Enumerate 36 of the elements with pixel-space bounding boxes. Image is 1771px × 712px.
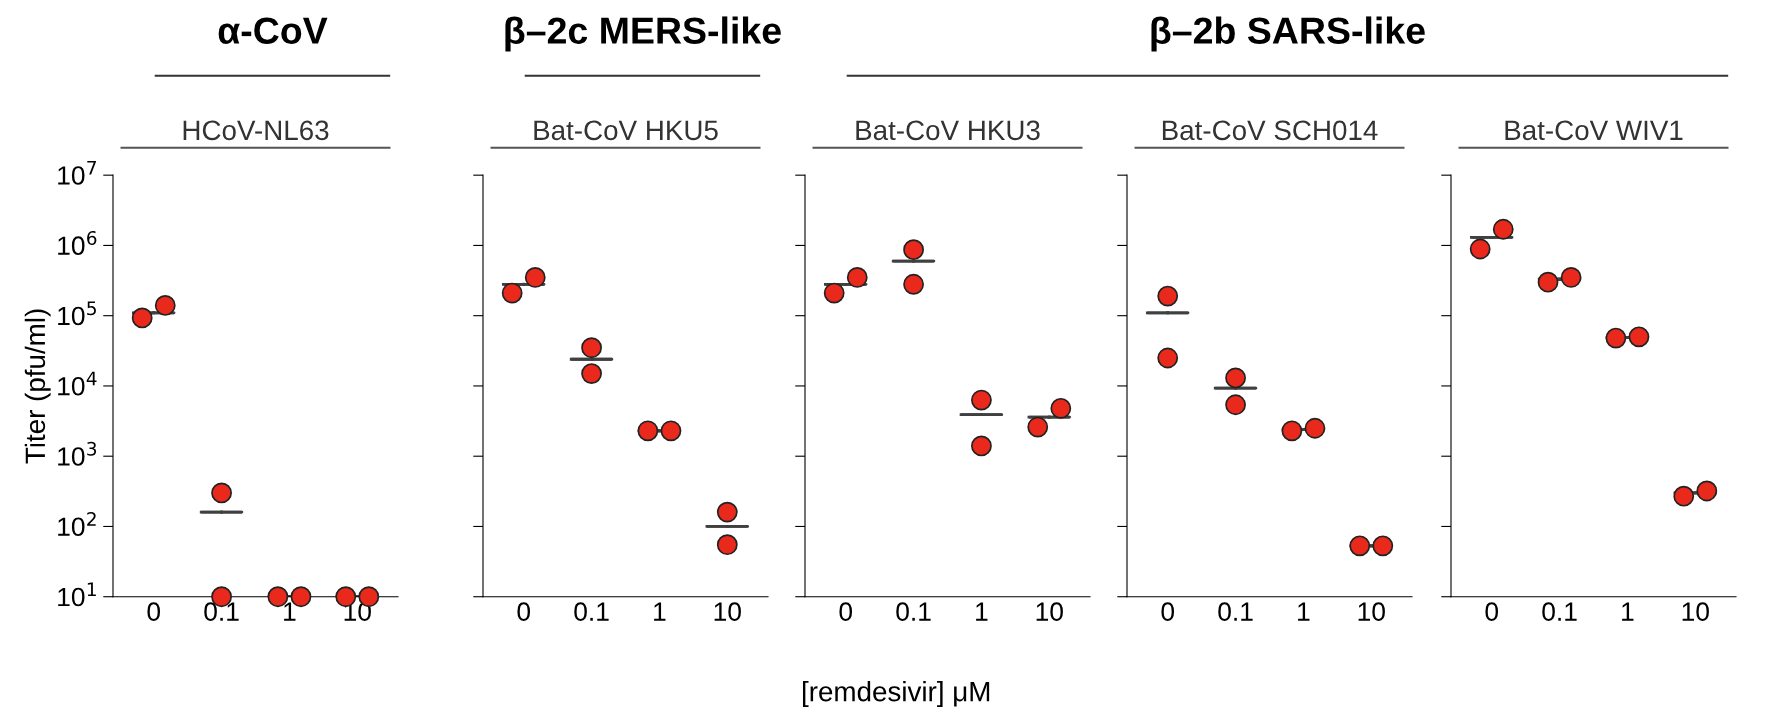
- text: β–2b SARS-like: [1151, 16, 1425, 52]
- x-tick-label: 0.1: [896, 602, 931, 621]
- x-tick-label: 0: [839, 602, 853, 621]
- x-tick-label: 0: [1485, 602, 1499, 621]
- x-tick-label: 10: [1036, 602, 1063, 621]
- y-tick-label: 10$^{2}$: [58, 512, 96, 537]
- x-tick-label: 0.1: [574, 602, 609, 621]
- x-axis-title: [remdesivir] μM: [802, 681, 990, 707]
- y-axis-title: Titer (pfu/ml): [24, 309, 51, 464]
- x-tick-label: 1: [976, 602, 988, 621]
- y-tick-label: 10$^{7}$: [58, 160, 96, 185]
- x-tick-label: 10: [1682, 602, 1709, 621]
- x-tick-label: 10: [1358, 602, 1385, 621]
- chart-title: Bat-CoV HKU3: [856, 120, 1040, 141]
- x-tick-label: 0: [517, 602, 531, 621]
- y-tick-label: 10$^{1}$: [58, 582, 96, 607]
- x-tick-label: 1: [1622, 602, 1634, 621]
- y-tick-label: 10$^{5}$: [58, 301, 96, 326]
- chart-title: Bat-CoV SCH014: [1162, 120, 1378, 141]
- y-tick-label: 10$^{4}$: [58, 371, 97, 396]
- x-tick-label: 1: [1298, 602, 1310, 621]
- x-tick-label: 0.1: [1542, 602, 1577, 621]
- x-tick-label: 10: [714, 602, 741, 621]
- y-tick-label: 10$^{6}$: [58, 230, 97, 256]
- x-tick-label: 0.1: [1218, 602, 1253, 621]
- chart-title: Bat-CoV WIV1: [1505, 120, 1683, 141]
- text: α-CoV: [218, 17, 328, 44]
- x-tick-label: 0.1: [204, 602, 239, 621]
- text: β–2c MERS-like: [505, 16, 781, 52]
- x-tick-label: 1: [654, 602, 666, 621]
- chart-title: HCoV-NL63: [183, 120, 329, 141]
- x-tick-label: 0: [1161, 602, 1175, 621]
- x-tick-label: 0: [147, 602, 161, 621]
- chart-title: Bat-CoV HKU5: [534, 120, 718, 141]
- x-tick-label: 1: [284, 602, 296, 621]
- y-tick-label: 10$^{3}$: [58, 441, 97, 466]
